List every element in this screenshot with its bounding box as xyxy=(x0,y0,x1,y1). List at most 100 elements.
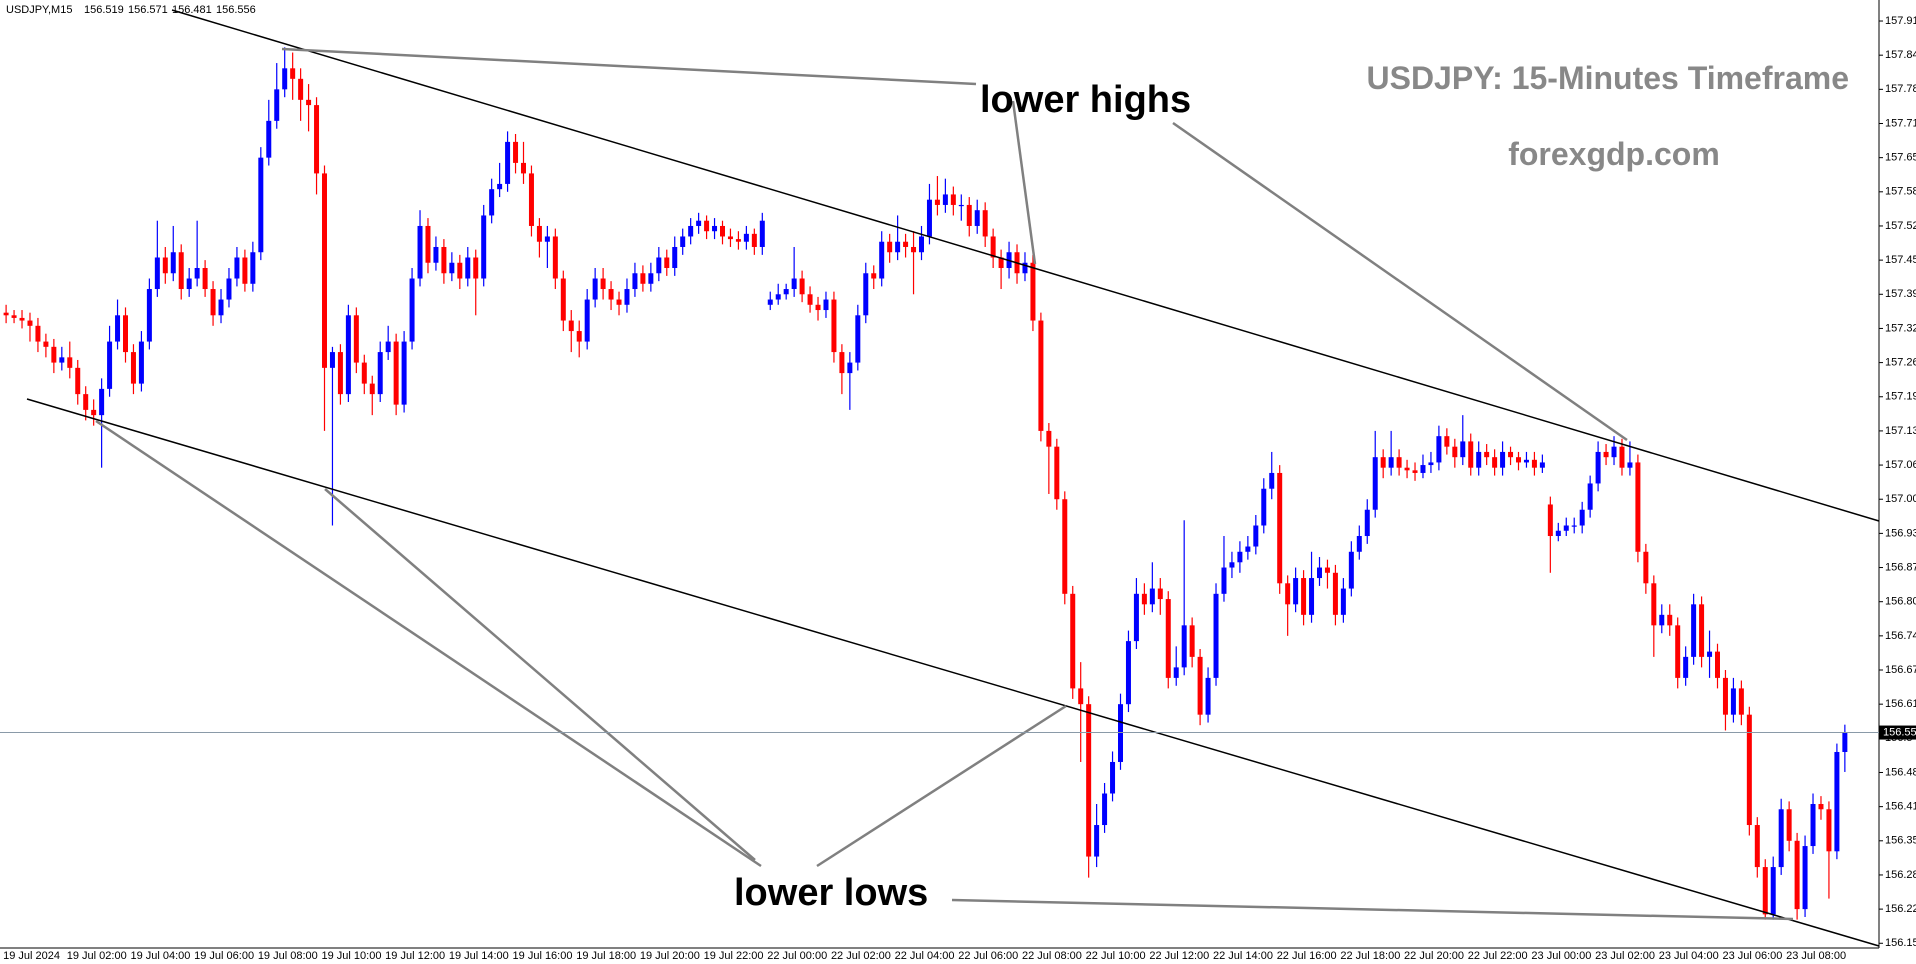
x-tick-label: 23 Jul 08:00 xyxy=(1786,950,1846,962)
candle-body xyxy=(1460,441,1466,458)
y-tick-label: 156.220 xyxy=(1885,903,1916,915)
candle-body xyxy=(1738,688,1744,715)
candle-body xyxy=(1030,262,1036,321)
candle-body xyxy=(1157,588,1163,600)
x-tick-label: 22 Jul 04:00 xyxy=(895,950,955,962)
candle-body xyxy=(489,189,495,216)
candle-body xyxy=(608,289,614,300)
candle-body xyxy=(600,278,606,290)
candle-body xyxy=(1332,572,1338,615)
candle-body xyxy=(807,294,813,305)
candle-body xyxy=(966,204,972,226)
candle-body xyxy=(855,315,861,363)
candle-body xyxy=(958,204,964,207)
candle-body xyxy=(417,225,423,279)
candle-body xyxy=(720,225,725,237)
candle-body xyxy=(751,233,757,247)
y-tick-label: 157.260 xyxy=(1885,357,1916,369)
y-tick-label: 157.715 xyxy=(1885,117,1916,129)
candle-body xyxy=(998,257,1004,269)
candle-body xyxy=(656,257,662,274)
candle-body xyxy=(1476,451,1482,468)
candle-body xyxy=(791,278,797,290)
candle-body xyxy=(1468,441,1474,468)
y-tick-label: 156.155 xyxy=(1885,937,1916,949)
candle-body xyxy=(1635,462,1641,552)
x-tick-label: 19 Jul 10:00 xyxy=(322,950,382,962)
candle-body xyxy=(1133,593,1139,642)
y-tick-label: 157.585 xyxy=(1885,186,1916,198)
candle-body xyxy=(306,99,312,106)
candle-body xyxy=(990,236,996,258)
x-tick-label: 22 Jul 00:00 xyxy=(767,950,827,962)
candle-body xyxy=(648,273,654,284)
candle-body xyxy=(775,294,781,300)
upper-trend-line xyxy=(171,9,1880,522)
candle-body xyxy=(51,346,57,363)
candle-body xyxy=(982,210,988,237)
candle-body xyxy=(505,141,511,184)
candle-body xyxy=(1603,451,1609,458)
y-tick-label: 156.675 xyxy=(1885,664,1916,676)
candle-body xyxy=(1754,825,1760,868)
candle-body xyxy=(481,215,487,279)
candle-body xyxy=(258,157,264,253)
candle-body xyxy=(409,278,415,342)
candle-body xyxy=(887,241,893,253)
x-tick-label: 23 Jul 02:00 xyxy=(1595,950,1655,962)
candle-body xyxy=(680,236,686,247)
candle-body xyxy=(234,257,240,279)
y-tick-label: 157.065 xyxy=(1885,459,1916,471)
candle-body xyxy=(616,299,622,305)
candle-body xyxy=(385,341,391,353)
candle-body xyxy=(154,257,160,290)
candle-body xyxy=(1571,525,1577,527)
candle-body xyxy=(345,315,351,395)
y-tick-label: 156.350 xyxy=(1885,835,1916,847)
candle-body xyxy=(1412,470,1418,473)
header-high: 156.571 xyxy=(128,4,168,16)
candle-body xyxy=(1826,809,1832,852)
candle-body xyxy=(1062,499,1068,594)
candle-body xyxy=(138,341,144,384)
candle-body xyxy=(1324,567,1330,573)
candle-body xyxy=(1118,704,1123,762)
candle-body xyxy=(337,352,343,395)
candle-body xyxy=(1348,551,1354,589)
candle-body xyxy=(218,299,224,316)
plot-area xyxy=(3,47,1848,920)
candle-body xyxy=(1595,451,1601,484)
candle-body xyxy=(1770,867,1776,915)
candle-body xyxy=(1818,804,1824,810)
candle-body xyxy=(552,236,558,279)
candle-body xyxy=(266,120,272,158)
candle-body xyxy=(186,278,192,290)
x-tick-label: 22 Jul 02:00 xyxy=(831,950,891,962)
candle-body xyxy=(1492,457,1498,468)
candle-body xyxy=(178,252,184,290)
candle-body xyxy=(433,246,439,263)
candle-body xyxy=(1237,551,1243,563)
candle-body xyxy=(250,252,256,284)
candle-body xyxy=(1253,525,1259,547)
candle-body xyxy=(497,183,503,190)
candle-body xyxy=(123,315,128,353)
candle-body xyxy=(1380,457,1386,468)
candle-body xyxy=(226,278,232,300)
lower-trend-line xyxy=(26,398,1880,947)
candle-body xyxy=(1778,809,1784,868)
candle-body xyxy=(1484,451,1490,458)
y-tick-label: 157.650 xyxy=(1885,152,1916,164)
candle-body xyxy=(759,220,765,247)
candle-body xyxy=(799,278,805,295)
header-close: 156.556 xyxy=(216,4,256,16)
candle-body xyxy=(1667,614,1673,626)
candle-body xyxy=(712,225,718,232)
symbol-label: USDJPY,M15 xyxy=(6,4,72,16)
candle-body xyxy=(353,315,359,363)
candle-body xyxy=(1643,551,1649,584)
x-tick-label: 19 Jul 02:00 xyxy=(67,950,127,962)
y-tick-label: 157.910 xyxy=(1885,15,1916,27)
x-tick-label: 22 Jul 18:00 xyxy=(1340,950,1400,962)
